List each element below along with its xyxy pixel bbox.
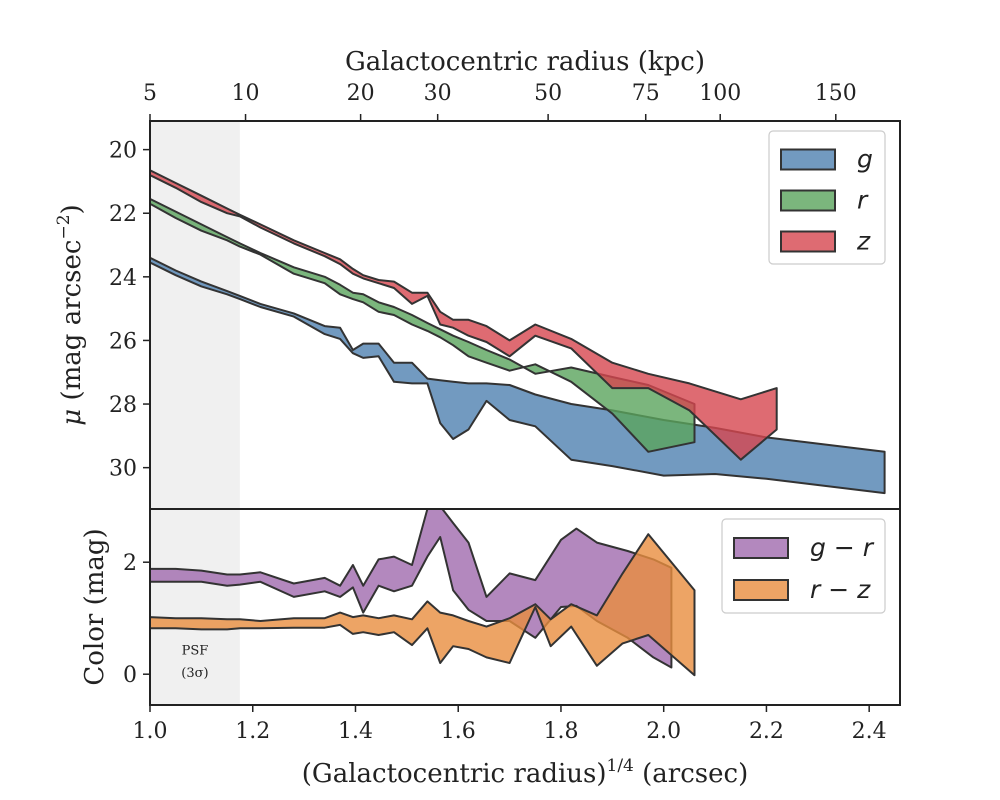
x-tick-label: 2.0 (646, 719, 681, 744)
legend-swatch (733, 579, 789, 601)
y-axis-title-symbol: μ (57, 409, 87, 426)
legend-top: grz (768, 130, 886, 265)
top-x-tick-label: 5 (143, 81, 157, 106)
psf-label-line2: (3σ) (181, 666, 208, 681)
bands-clipped (150, 169, 886, 495)
legend-swatch (780, 230, 836, 253)
legend-label: r − z (810, 575, 871, 604)
psf-shaded-region-top (150, 121, 240, 509)
bands-clipped (150, 509, 696, 677)
legend-bottom: g − r r − z (721, 518, 886, 614)
y-tick-label: 20 (109, 139, 137, 164)
top-x-tick-label: 75 (632, 81, 660, 106)
legend-swatch (780, 189, 836, 212)
x-tick-label: 1.8 (543, 719, 578, 744)
y-axis-title-exponent: −2 (54, 214, 74, 239)
legend-swatch (780, 148, 836, 171)
x-axis-title-main: (Galactocentric radius) (302, 759, 607, 789)
bottom-x-axis-title: (Galactocentric radius)1/4 (arcsec) (302, 756, 748, 789)
x-axis-title-space (634, 759, 642, 789)
x-tick-label: 1.2 (235, 719, 270, 744)
psf-shaded-region-bottom (150, 509, 240, 705)
x-tick-label: 2.4 (852, 719, 887, 744)
legend-label: g − r (810, 533, 875, 562)
y-axis-title-close: ) (57, 204, 87, 214)
y-tick-label: 24 (109, 266, 137, 291)
y-tick-label: 26 (109, 329, 137, 354)
top-y-axis-title: μ (mag arcsec−2) (54, 204, 87, 425)
x-tick-label: 1.4 (338, 719, 373, 744)
x-axis-title-unit: (arcsec) (642, 759, 748, 789)
legend-swatch (733, 537, 789, 559)
top-x-axis-title: Galactocentric radius (kpc) (345, 47, 705, 77)
bottom-y-axis-title: Color (mag) (80, 528, 110, 685)
top-x-tick-label: 100 (699, 81, 741, 106)
legend-label: g (857, 145, 873, 174)
y-tick-label: 22 (109, 202, 137, 227)
y-tick-label: 28 (109, 393, 137, 418)
band-g (150, 256, 886, 495)
color-bands (150, 509, 696, 677)
top-x-tick-label: 150 (815, 81, 857, 106)
band-z (150, 169, 778, 461)
psf-label-line1: PSF (182, 644, 209, 659)
legend-label: z (856, 227, 871, 256)
x-tick-label: 1.6 (441, 719, 476, 744)
y-axis-title-text: (mag arcsec (57, 240, 87, 409)
top-x-tick-label: 10 (232, 81, 260, 106)
y-tick-label: 30 (109, 457, 137, 482)
surface-brightness-bands (150, 169, 886, 495)
x-tick-label: 1.0 (133, 719, 168, 744)
band-rz (150, 533, 696, 677)
top-x-tick-label: 20 (347, 81, 375, 106)
axis-ticks: 1.0 1.2 1.4 1.6 1.8 2.0 2.2 2.45 10 20 30 50 75 100 15… (109, 81, 887, 744)
bottom-panel-frame (149, 508, 901, 706)
x-axis-title-exponent: 1/4 (607, 756, 634, 776)
band-gr (150, 509, 673, 669)
x-tick-label: 2.2 (749, 719, 784, 744)
color-y-tick-label: 0 (123, 663, 137, 688)
top-x-tick-label: 30 (424, 81, 452, 106)
color-y-tick-label: 2 (123, 551, 137, 576)
top-x-tick-label: 50 (534, 81, 562, 106)
legend-label: r (857, 186, 869, 215)
band-r (150, 197, 696, 453)
